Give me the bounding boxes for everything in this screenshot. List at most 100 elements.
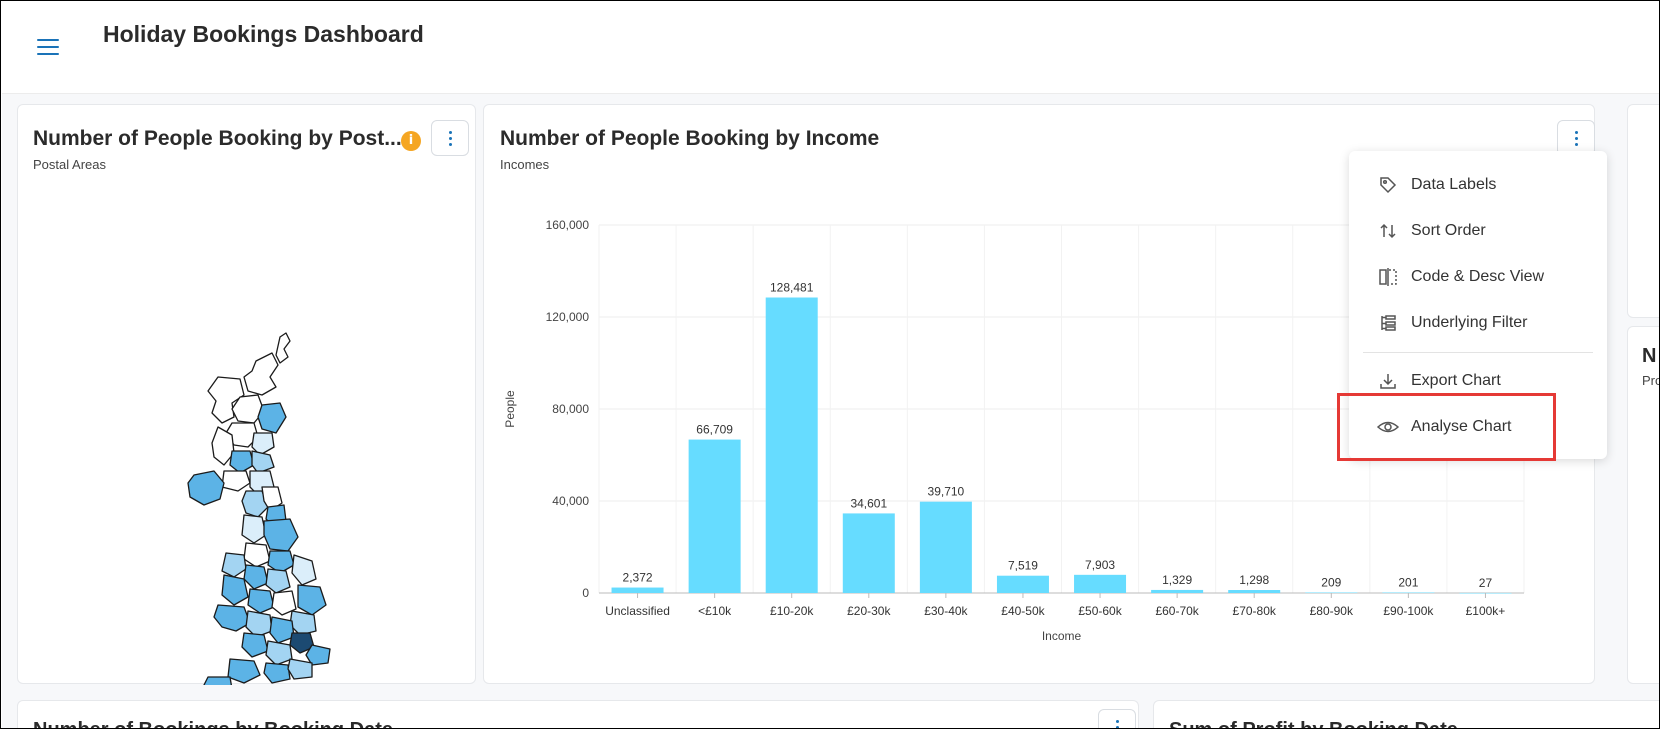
data-label: 66,709 [696, 423, 733, 437]
menu-item-label: Export Chart [1411, 372, 1501, 389]
y-axis-title: People [503, 390, 517, 428]
menu-separator [1363, 352, 1593, 353]
data-label: 2,372 [623, 571, 653, 585]
data-label: 27 [1479, 576, 1493, 590]
map-region-lincoln [291, 554, 317, 586]
uk-postal-map[interactable] [18, 165, 477, 685]
map-region-nottingham [265, 568, 291, 594]
income-bar-chart: 0 40,000 80,000 120,000 160,000 2,372 Unclassi… [503, 218, 1525, 643]
bar [919, 501, 972, 593]
tag-icon [1377, 174, 1399, 196]
data-label: 128,481 [770, 280, 814, 294]
bar [1151, 589, 1204, 593]
profit-by-date-title: Sum of Profit by Booking Date [1169, 719, 1458, 728]
menu-item-data-labels[interactable]: Data Labels [1349, 163, 1607, 207]
x-tick-label: £20-30k [847, 604, 891, 618]
income-card-title: Number of People Booking by Income [500, 127, 880, 150]
data-label: 209 [1321, 576, 1341, 590]
bar [1382, 592, 1435, 594]
map-region-edinburgh [251, 450, 275, 474]
right-top-card [1627, 104, 1659, 318]
bookings-by-date-menu-button[interactable] [1098, 709, 1136, 728]
data-label: 39,710 [928, 485, 965, 499]
map-region-bristol [241, 632, 269, 658]
map-region-exeter [227, 658, 261, 684]
data-label: 1,329 [1162, 573, 1192, 587]
y-tick-label: 40,000 [552, 494, 589, 508]
x-tick-label: £70-80k [1233, 604, 1277, 618]
y-tick-label: 0 [582, 586, 589, 600]
menu-item-underlying-filter[interactable]: Underlying Filter [1349, 301, 1607, 345]
analyse-chart-highlight-box [1337, 393, 1556, 461]
y-tick-label: 80,000 [552, 402, 589, 416]
map-card-menu-button[interactable] [431, 120, 469, 156]
map-region-manchester [243, 542, 271, 568]
map-region-northern-ireland [187, 470, 225, 506]
map-region-north-wales [221, 552, 247, 578]
profit-by-date-card: Sum of Profit by Booking Date [1153, 700, 1659, 728]
data-label: 7,519 [1008, 559, 1038, 573]
menu-item-label: Data Labels [1411, 176, 1497, 193]
map-region-yorkshire [263, 518, 299, 552]
map-region-argyll [211, 426, 235, 466]
menu-item-label: Sort Order [1411, 222, 1486, 239]
bar [1305, 592, 1358, 594]
menu-item-sort-order[interactable]: Sort Order [1349, 209, 1607, 253]
map-region-kent [305, 644, 331, 666]
sort-arrows-icon [1377, 220, 1399, 242]
map-region-aberdeen [257, 402, 287, 434]
map-region-gloucester [245, 610, 273, 638]
filter-tree-icon [1377, 312, 1399, 334]
right-bottom-card: N Pro [1627, 326, 1659, 684]
bar [765, 297, 818, 593]
x-tick-label: £90-100k [1383, 604, 1434, 618]
bar [611, 587, 664, 593]
bar [842, 513, 895, 593]
bar [1074, 574, 1127, 593]
map-region-reading [265, 640, 293, 666]
map-region-birmingham [247, 588, 275, 614]
menu-item-label: Underlying Filter [1411, 314, 1528, 331]
x-tick-label: £50-60k [1078, 604, 1122, 618]
data-label: 201 [1398, 576, 1418, 590]
dashboard-title: Holiday Bookings Dashboard [103, 21, 424, 47]
x-tick-label: <£10k [698, 604, 732, 618]
data-label: 34,601 [850, 496, 887, 510]
right-card-subtitle: Pro [1642, 373, 1659, 388]
map-region-brighton [287, 658, 313, 680]
map-card-title: Number of People Booking by Post... [33, 127, 402, 150]
map-region-lancashire [241, 514, 267, 544]
bar [688, 439, 741, 593]
info-icon[interactable]: i [401, 131, 421, 151]
menu-item-label: Analyse Chart [1411, 418, 1512, 435]
x-tick-label: Unclassified [605, 604, 670, 618]
x-tick-label: £60-70k [1155, 604, 1199, 618]
menu-item-export-chart[interactable]: Export Chart [1349, 359, 1607, 403]
map-region-southampton [263, 662, 291, 684]
map-region-norwich [297, 584, 327, 616]
map-region-london [289, 632, 315, 654]
menu-item-analyse-chart[interactable]: Analyse Chart [1349, 405, 1607, 449]
hamburger-menu-icon[interactable] [37, 34, 65, 60]
x-tick-label: £40-50k [1001, 604, 1045, 618]
x-tick-label: £80-90k [1310, 604, 1354, 618]
eye-icon [1377, 416, 1399, 438]
bar [1228, 590, 1281, 593]
map-card: Number of People Booking by Post... i Po… [17, 104, 477, 685]
x-tick-label: £30-40k [924, 604, 968, 618]
income-card-menu-button[interactable] [1557, 120, 1595, 156]
menu-item-code-desc-view[interactable]: Code & Desc View [1349, 255, 1607, 299]
bookings-by-date-title: Number of Bookings by Booking Date [33, 719, 393, 728]
map-region-cornwall [203, 676, 232, 685]
data-label: 1,298 [1239, 573, 1269, 587]
map-region-stoke [243, 564, 269, 590]
bookings-by-date-card: Number of Bookings by Booking Date [17, 700, 1139, 728]
map-region-glasgow [229, 450, 255, 474]
y-tick-label: 120,000 [546, 310, 590, 324]
map-region-sheffield [267, 550, 295, 574]
map-region-west-highlands [207, 376, 245, 424]
split-view-icon [1377, 266, 1399, 288]
income-card-subtitle: Incomes [500, 157, 550, 172]
bar [996, 575, 1049, 593]
x-axis-title: Income [1042, 629, 1082, 643]
